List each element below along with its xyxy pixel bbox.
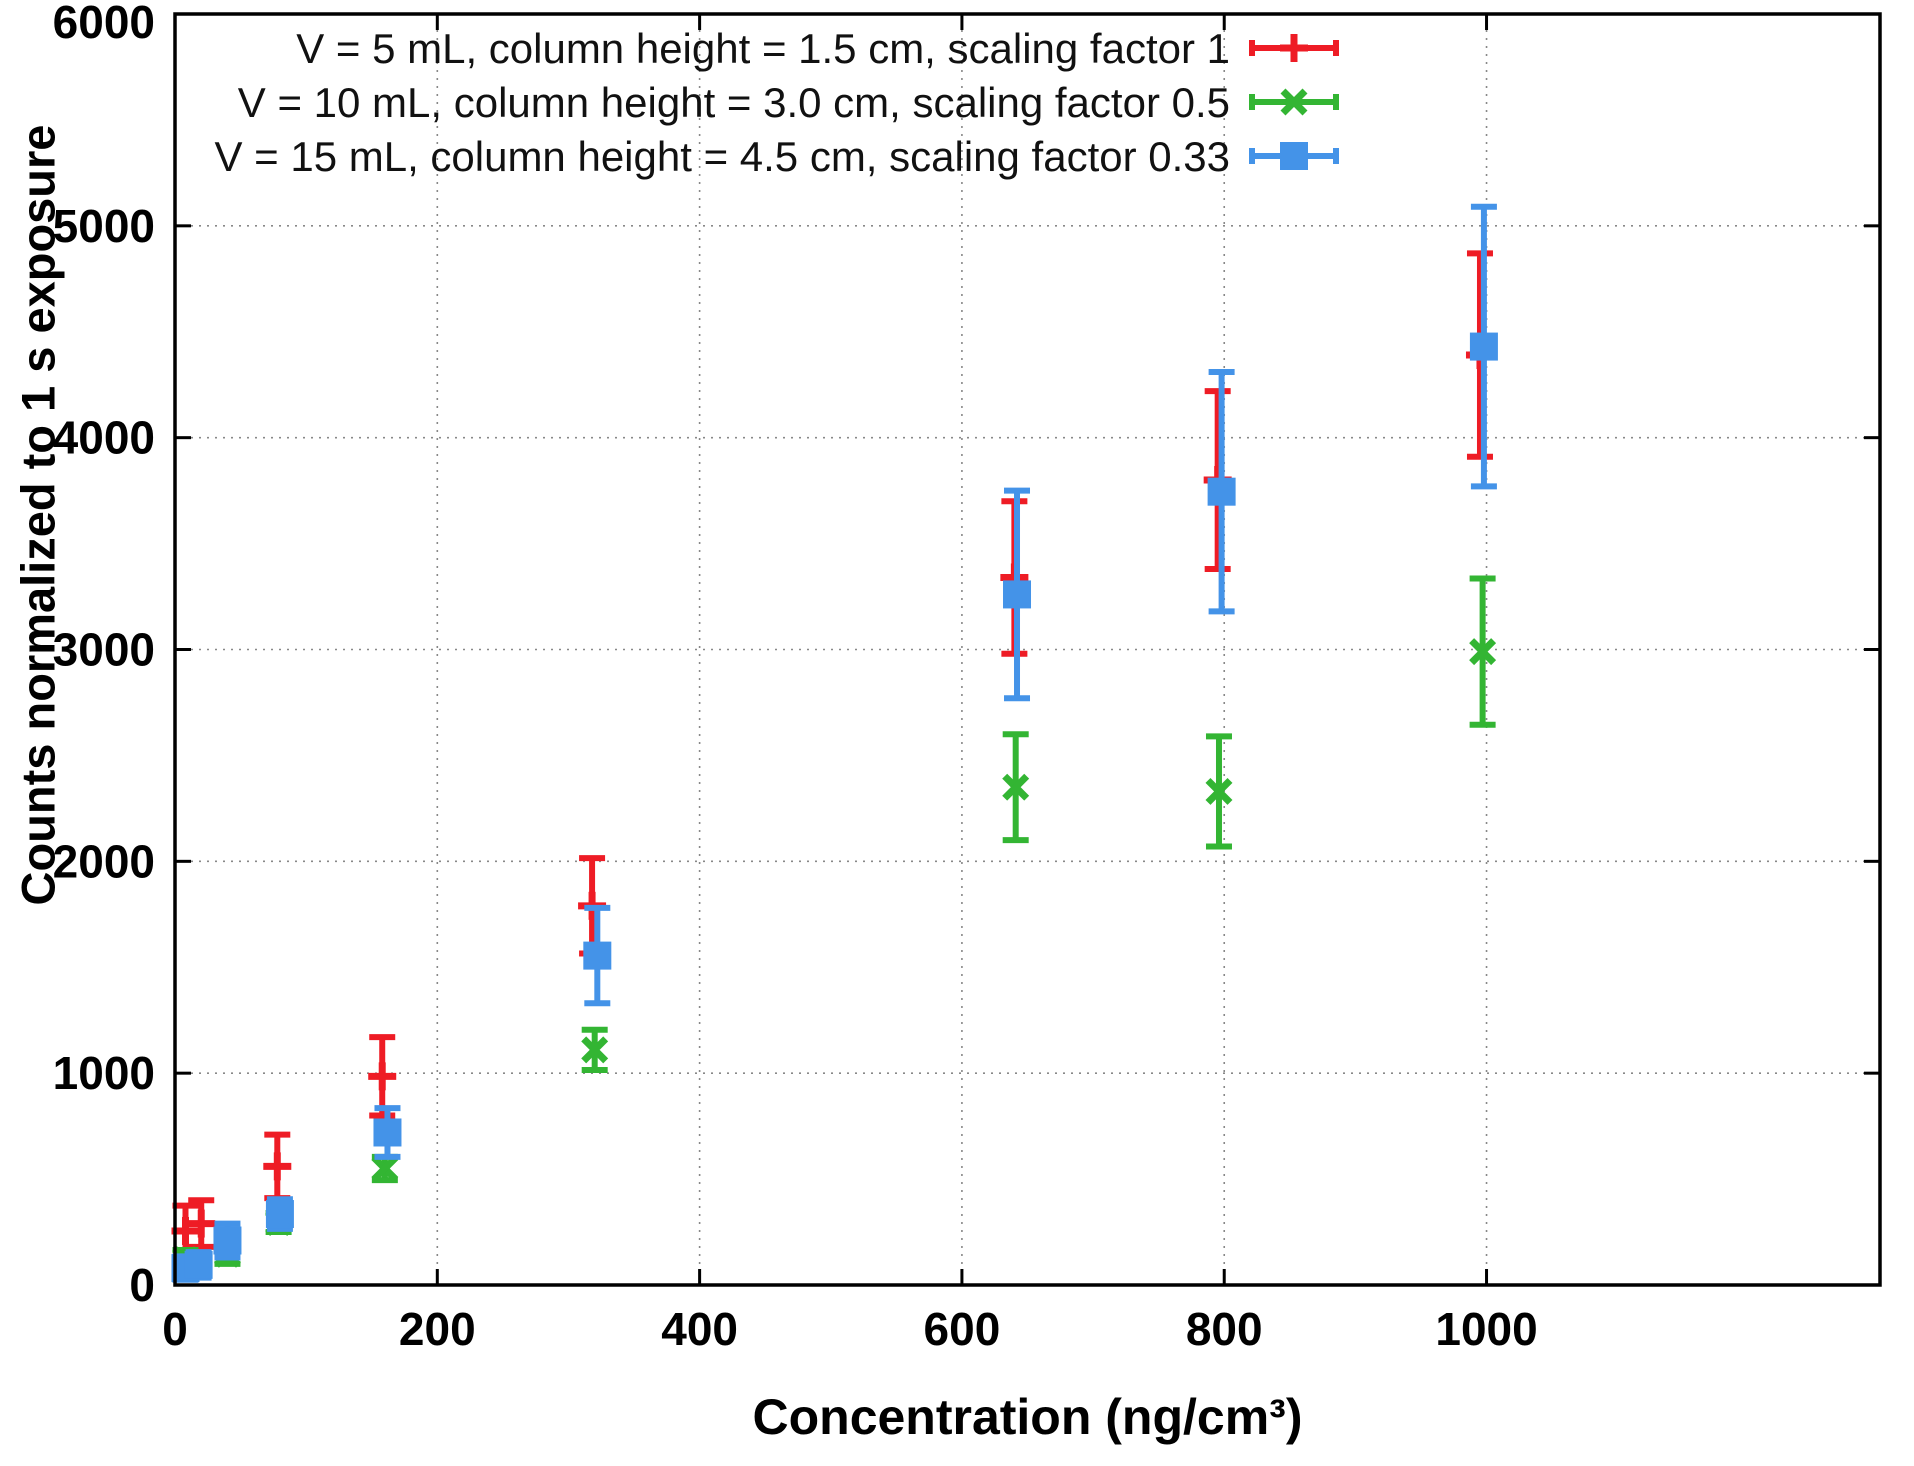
square-marker <box>373 1118 402 1147</box>
y-axis-title: Counts normalized to 1 s exposure <box>11 124 65 906</box>
square-marker <box>1469 332 1498 361</box>
cross-marker <box>1205 777 1233 805</box>
x-axis-title: Concentration (ng/cm³) <box>752 1389 1303 1445</box>
data-point <box>1205 733 1233 850</box>
square-marker <box>213 1226 242 1255</box>
y-tick-label: 5000 <box>53 200 155 252</box>
legend: V = 5 mL, column height = 1.5 cm, scalin… <box>214 25 1339 180</box>
legend-sample <box>1249 34 1339 62</box>
legend-entry: V = 5 mL, column height = 1.5 cm, scalin… <box>296 25 1339 72</box>
data-point <box>187 1197 216 1250</box>
square-marker <box>184 1250 213 1279</box>
x-tick-label: 1000 <box>1435 1303 1537 1355</box>
cross-marker <box>371 1155 399 1182</box>
legend-sample <box>1249 142 1339 170</box>
legend-label: V = 10 mL, column height = 3.0 cm, scali… <box>238 79 1230 126</box>
y-tick-label: 2000 <box>53 835 155 887</box>
y-tick-label: 1000 <box>53 1047 155 1099</box>
y-tick-label: 0 <box>129 1259 155 1311</box>
cross-marker <box>1469 638 1497 666</box>
x-tick-label: 400 <box>661 1303 738 1355</box>
data-point <box>184 1249 213 1281</box>
plot-border <box>173 12 1882 1287</box>
square-marker <box>1207 477 1236 506</box>
square-marker <box>1280 142 1308 170</box>
square-marker <box>1003 580 1032 609</box>
y-tick-label: 3000 <box>53 624 155 676</box>
series-3 <box>171 203 1498 1283</box>
x-tick-label: 800 <box>1186 1303 1263 1355</box>
data-point <box>368 1034 397 1119</box>
gridlines <box>175 14 1880 1285</box>
square-marker <box>583 941 612 970</box>
x-tick-label: 0 <box>162 1303 188 1355</box>
y-tick-label: 4000 <box>53 412 155 464</box>
tick-labels: 0 200 400 600 800 1000 0 1000 2000 3000 4000 5000 60… <box>53 0 1538 1355</box>
data-point <box>1002 731 1030 844</box>
data-point <box>583 904 612 1007</box>
legend-label: V = 5 mL, column height = 1.5 cm, scalin… <box>296 25 1230 72</box>
data-point <box>213 1220 242 1261</box>
data-point <box>1207 368 1236 615</box>
x-tick-label: 600 <box>924 1303 1001 1355</box>
cross-marker <box>1002 773 1030 801</box>
data-point <box>371 1153 399 1184</box>
legend-entry: V = 15 mL, column height = 4.5 cm, scali… <box>214 133 1339 180</box>
data-point <box>265 1196 294 1232</box>
series-2 <box>172 575 1497 1274</box>
data-point <box>581 1026 609 1073</box>
data-point <box>1003 487 1032 702</box>
x-tick-label: 200 <box>399 1303 476 1355</box>
cross-marker <box>581 1036 609 1064</box>
data-point <box>373 1105 402 1160</box>
legend-sample <box>1249 88 1339 116</box>
data-point <box>1469 575 1497 728</box>
legend-label: V = 15 mL, column height = 4.5 cm, scali… <box>214 133 1230 180</box>
data-point <box>263 1131 292 1202</box>
legend-entry: V = 10 mL, column height = 3.0 cm, scali… <box>238 79 1339 126</box>
data-point <box>1469 203 1498 490</box>
cross-marker <box>1280 88 1308 116</box>
square-marker <box>265 1200 294 1229</box>
series-1 <box>171 250 1494 1260</box>
y-tick-label: 6000 <box>53 0 155 48</box>
